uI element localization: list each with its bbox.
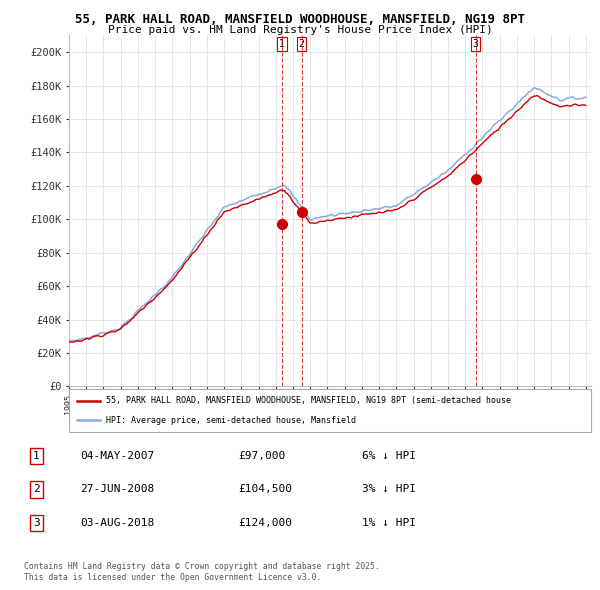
- Text: 1: 1: [33, 451, 40, 461]
- Text: 2: 2: [33, 484, 40, 494]
- Text: 3: 3: [473, 39, 479, 49]
- FancyBboxPatch shape: [69, 389, 591, 432]
- Text: 55, PARK HALL ROAD, MANSFIELD WOODHOUSE, MANSFIELD, NG19 8PT (semi-detached hous: 55, PARK HALL ROAD, MANSFIELD WOODHOUSE,…: [106, 396, 511, 405]
- Text: £97,000: £97,000: [238, 451, 286, 461]
- Text: 27-JUN-2008: 27-JUN-2008: [80, 484, 155, 494]
- Text: 2: 2: [299, 39, 305, 49]
- Text: 1% ↓ HPI: 1% ↓ HPI: [362, 518, 416, 528]
- Text: Contains HM Land Registry data © Crown copyright and database right 2025.: Contains HM Land Registry data © Crown c…: [24, 562, 380, 571]
- Text: 1: 1: [279, 39, 284, 49]
- Text: 04-MAY-2007: 04-MAY-2007: [80, 451, 155, 461]
- Text: 55, PARK HALL ROAD, MANSFIELD WOODHOUSE, MANSFIELD, NG19 8PT: 55, PARK HALL ROAD, MANSFIELD WOODHOUSE,…: [75, 13, 525, 26]
- Text: 6% ↓ HPI: 6% ↓ HPI: [362, 451, 416, 461]
- Text: 03-AUG-2018: 03-AUG-2018: [80, 518, 155, 528]
- Text: 3% ↓ HPI: 3% ↓ HPI: [362, 484, 416, 494]
- Text: 3: 3: [33, 518, 40, 528]
- Text: Price paid vs. HM Land Registry's House Price Index (HPI): Price paid vs. HM Land Registry's House …: [107, 25, 493, 35]
- Text: £124,000: £124,000: [238, 518, 292, 528]
- Text: £104,500: £104,500: [238, 484, 292, 494]
- Text: This data is licensed under the Open Government Licence v3.0.: This data is licensed under the Open Gov…: [24, 573, 322, 582]
- Text: HPI: Average price, semi-detached house, Mansfield: HPI: Average price, semi-detached house,…: [106, 416, 356, 425]
